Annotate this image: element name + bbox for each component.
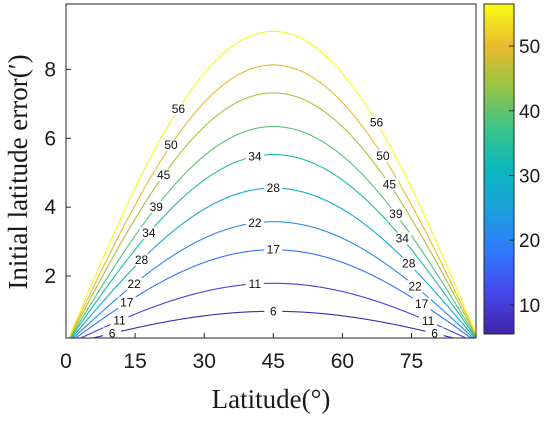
- contour-label-22: 22: [248, 216, 262, 230]
- contour-label-bg: [132, 253, 151, 266]
- contour-label-bg: [103, 327, 122, 340]
- contour-label-34: 34: [248, 149, 262, 163]
- x-tick-label: 60: [331, 350, 354, 373]
- colorbar-tick-label: 30: [519, 166, 540, 187]
- x-tick-label: 30: [193, 350, 216, 373]
- x-tick-label: 45: [262, 350, 285, 373]
- colorbar-tick-label: 40: [519, 102, 540, 123]
- contour-label-28: 28: [267, 181, 281, 195]
- contour-line-50: [68, 64, 476, 338]
- contour-label-bg: [245, 216, 264, 229]
- contour-label-bg: [399, 257, 418, 270]
- contour-label-bg: [264, 243, 283, 256]
- contour-label-34: 34: [396, 231, 410, 245]
- contour-label-22: 22: [128, 277, 142, 291]
- contour-label-bg: [162, 138, 181, 151]
- contour-label-bg: [419, 315, 438, 328]
- contour-label-22: 22: [409, 279, 423, 293]
- contour-label-bg: [245, 277, 264, 290]
- contour-label-bg: [117, 296, 136, 309]
- contour-line-45: [68, 92, 476, 338]
- contour-label-28: 28: [135, 253, 149, 267]
- contour-label-50: 50: [376, 149, 390, 163]
- contour-line-56: [68, 30, 476, 338]
- contour-label-bg: [373, 150, 392, 163]
- plot-frame: [65, 3, 477, 339]
- x-tick-label: 15: [123, 350, 146, 373]
- contour-label-bg: [169, 102, 188, 115]
- y-axis-title: Initial latitude error(′): [3, 54, 33, 289]
- contour-label-45: 45: [383, 177, 397, 191]
- contour-label-34: 34: [142, 226, 156, 240]
- contour-label-bg: [245, 150, 264, 163]
- y-tick-label: 8: [44, 58, 56, 81]
- colorbar-tick-label: 20: [519, 231, 540, 252]
- contour-label-bg: [110, 314, 129, 327]
- x-tick-label: 75: [400, 350, 423, 373]
- contour-label-bg: [154, 168, 173, 181]
- contour-label-39: 39: [389, 207, 403, 221]
- contour-label-11: 11: [113, 314, 126, 328]
- colorbar-tick-label: 50: [519, 37, 540, 58]
- contour-label-11: 11: [249, 277, 262, 291]
- contour-label-56: 56: [370, 115, 384, 129]
- contour-label-bg: [406, 280, 425, 293]
- contour-label-17: 17: [120, 296, 134, 310]
- x-axis-title: Latitude(°): [212, 384, 331, 414]
- contour-label-bg: [393, 232, 412, 245]
- colorbar-ticks: 10 20 30 40 50: [509, 37, 540, 317]
- contour-label-bg: [412, 297, 431, 310]
- y-axis: 2 4 6 8: [44, 58, 71, 288]
- contour-line-11: [79, 282, 468, 338]
- contour-label-bg: [367, 116, 386, 129]
- contour-label-28: 28: [402, 257, 416, 271]
- contour-label-bg: [125, 278, 144, 291]
- y-tick-label: 4: [44, 196, 56, 219]
- contour-label-45: 45: [157, 168, 171, 182]
- contour-label-bg: [264, 182, 283, 195]
- contour-label-bg: [264, 305, 283, 318]
- contour-label-bg: [425, 327, 444, 340]
- contour-label-11: 11: [422, 314, 435, 328]
- y-tick-label: 6: [44, 127, 56, 150]
- contour-label-50: 50: [164, 138, 178, 152]
- contour-label-bg: [386, 208, 405, 221]
- contour-label-bg: [380, 178, 399, 191]
- y-tick-label: 2: [44, 265, 56, 288]
- contour-label-6: 6: [270, 304, 277, 318]
- contour-label-17: 17: [415, 297, 429, 311]
- contour-label-6: 6: [109, 326, 116, 340]
- x-tick-label: 0: [60, 350, 72, 373]
- contour-label-bg: [147, 200, 166, 213]
- contour-label-39: 39: [150, 200, 164, 214]
- colorbar: [483, 3, 515, 335]
- contour-label-17: 17: [267, 243, 281, 257]
- contour-label-56: 56: [172, 102, 186, 116]
- contour-label-bg: [139, 226, 158, 239]
- x-axis: 0 15 30 45 60 75: [60, 333, 423, 373]
- colorbar-tick-label: 10: [519, 296, 540, 317]
- contour-line-34: [70, 153, 476, 338]
- contour-label-6: 6: [431, 326, 438, 340]
